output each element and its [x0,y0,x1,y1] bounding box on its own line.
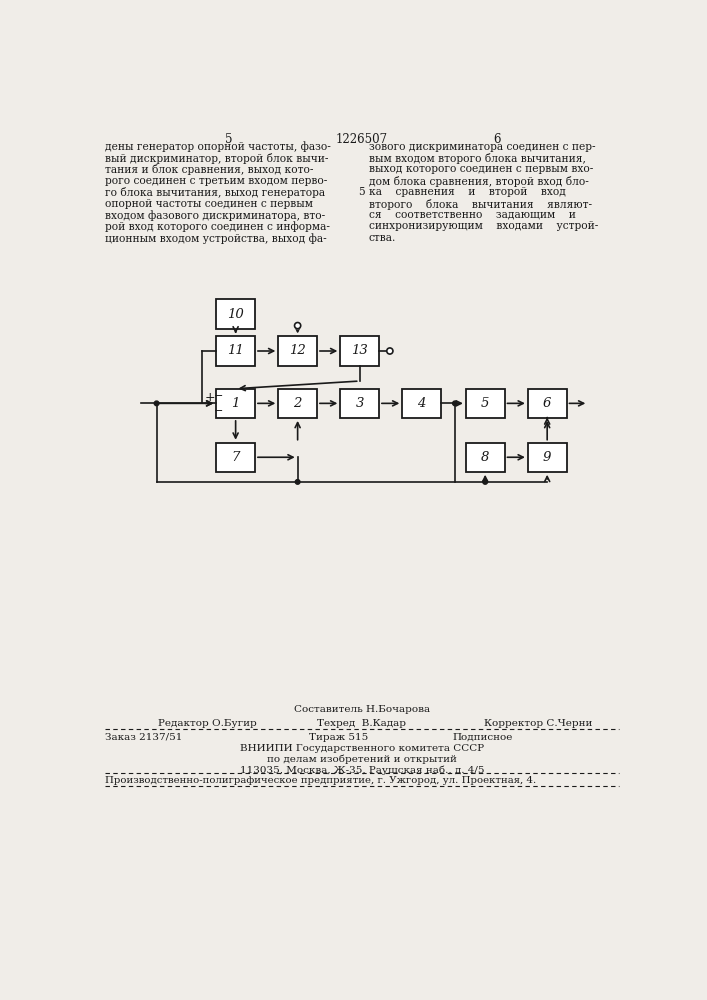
Text: дом блока сравнения, второй вход бло-: дом блока сравнения, второй вход бло- [369,176,589,187]
Bar [466,443,505,472]
Text: входом фазового дискриминатора, вто-: входом фазового дискриминатора, вто- [105,210,326,221]
Circle shape [483,480,488,484]
Text: ционным входом устройства, выход фа-: ционным входом устройства, выход фа- [105,233,327,244]
Text: Корректор С.Черни: Корректор С.Черни [484,719,592,728]
Text: Заказ 2137/51: Заказ 2137/51 [105,733,183,742]
Text: вым входом второго блока вычитания,: вым входом второго блока вычитания, [369,153,586,164]
Text: 5: 5 [225,133,233,146]
Text: дены генератор опорной частоты, фазо-: дены генератор опорной частоты, фазо- [105,142,332,152]
Text: −: − [214,406,223,416]
Text: Составитель Н.Бочарова: Составитель Н.Бочарова [294,705,430,714]
Text: зового дискриминатора соединен с пер-: зового дискриминатора соединен с пер- [369,142,595,152]
Text: Подписное: Подписное [452,733,513,742]
Bar [340,389,379,418]
Text: 4: 4 [417,397,426,410]
Text: Тираж 515: Тираж 515 [309,733,368,742]
Bar [279,389,317,418]
Text: 7: 7 [231,451,240,464]
Text: +: + [205,391,216,404]
Circle shape [452,401,457,406]
Bar [216,443,255,472]
Text: 5: 5 [358,187,366,197]
Text: 13: 13 [351,344,368,358]
Text: 10: 10 [227,308,244,321]
Text: 2: 2 [293,397,302,410]
Circle shape [154,401,159,406]
Bar [528,389,566,418]
Bar [216,336,255,366]
Text: го блока вычитания, выход генератора: го блока вычитания, выход генератора [105,187,325,198]
Text: 1226507: 1226507 [336,133,388,146]
Text: Редактор О.Бугир: Редактор О.Бугир [158,719,257,728]
Text: 6: 6 [493,133,501,146]
Text: 113035, Москва, Ж-35, Раушская наб., д. 4/5: 113035, Москва, Ж-35, Раушская наб., д. … [240,765,484,775]
Bar [402,389,441,418]
Circle shape [295,323,300,329]
Text: Производственно-полиграфическое предприятие, г. Ужгород, ул. Проектная, 4.: Производственно-полиграфическое предприя… [105,776,537,785]
Text: вый дискриминатор, второй блок вычи-: вый дискриминатор, второй блок вычи- [105,153,329,164]
Bar [340,336,379,366]
Text: 6: 6 [543,397,551,410]
Text: 8: 8 [481,451,489,464]
Text: 12: 12 [289,344,306,358]
Text: ка    сравнения    и    второй    вход: ка сравнения и второй вход [369,187,566,197]
Bar [279,336,317,366]
Bar [466,389,505,418]
Text: 3: 3 [356,397,364,410]
Text: −: − [214,391,223,401]
Bar [216,299,255,329]
Bar [528,443,566,472]
Text: Техред  В.Кадар: Техред В.Кадар [317,719,406,728]
Text: выход которого соединен с первым вхо-: выход которого соединен с первым вхо- [369,164,593,174]
Text: 11: 11 [227,344,244,358]
Circle shape [387,348,393,354]
Bar [216,389,255,418]
Text: опорной частоты соединен с первым: опорной частоты соединен с первым [105,199,313,209]
Text: ся    соответственно    задающим    и: ся соответственно задающим и [369,210,575,220]
Text: по делам изобретений и открытий: по делам изобретений и открытий [267,754,457,764]
Text: тания и блок сравнения, выход кото-: тания и блок сравнения, выход кото- [105,164,314,175]
Text: 1: 1 [231,397,240,410]
Text: ства.: ства. [369,233,397,243]
Text: 5: 5 [481,397,489,410]
Circle shape [296,480,300,484]
Text: ВНИИПИ Государственного комитета СССР: ВНИИПИ Государственного комитета СССР [240,744,484,753]
Text: рого соединен с третьим входом перво-: рого соединен с третьим входом перво- [105,176,328,186]
Text: синхронизирующим    входами    устрой-: синхронизирующим входами устрой- [369,221,598,231]
Text: второго    блока    вычитания    являют-: второго блока вычитания являют- [369,199,592,210]
Text: 9: 9 [543,451,551,464]
Text: рой вход которого соединен с информа-: рой вход которого соединен с информа- [105,221,330,232]
